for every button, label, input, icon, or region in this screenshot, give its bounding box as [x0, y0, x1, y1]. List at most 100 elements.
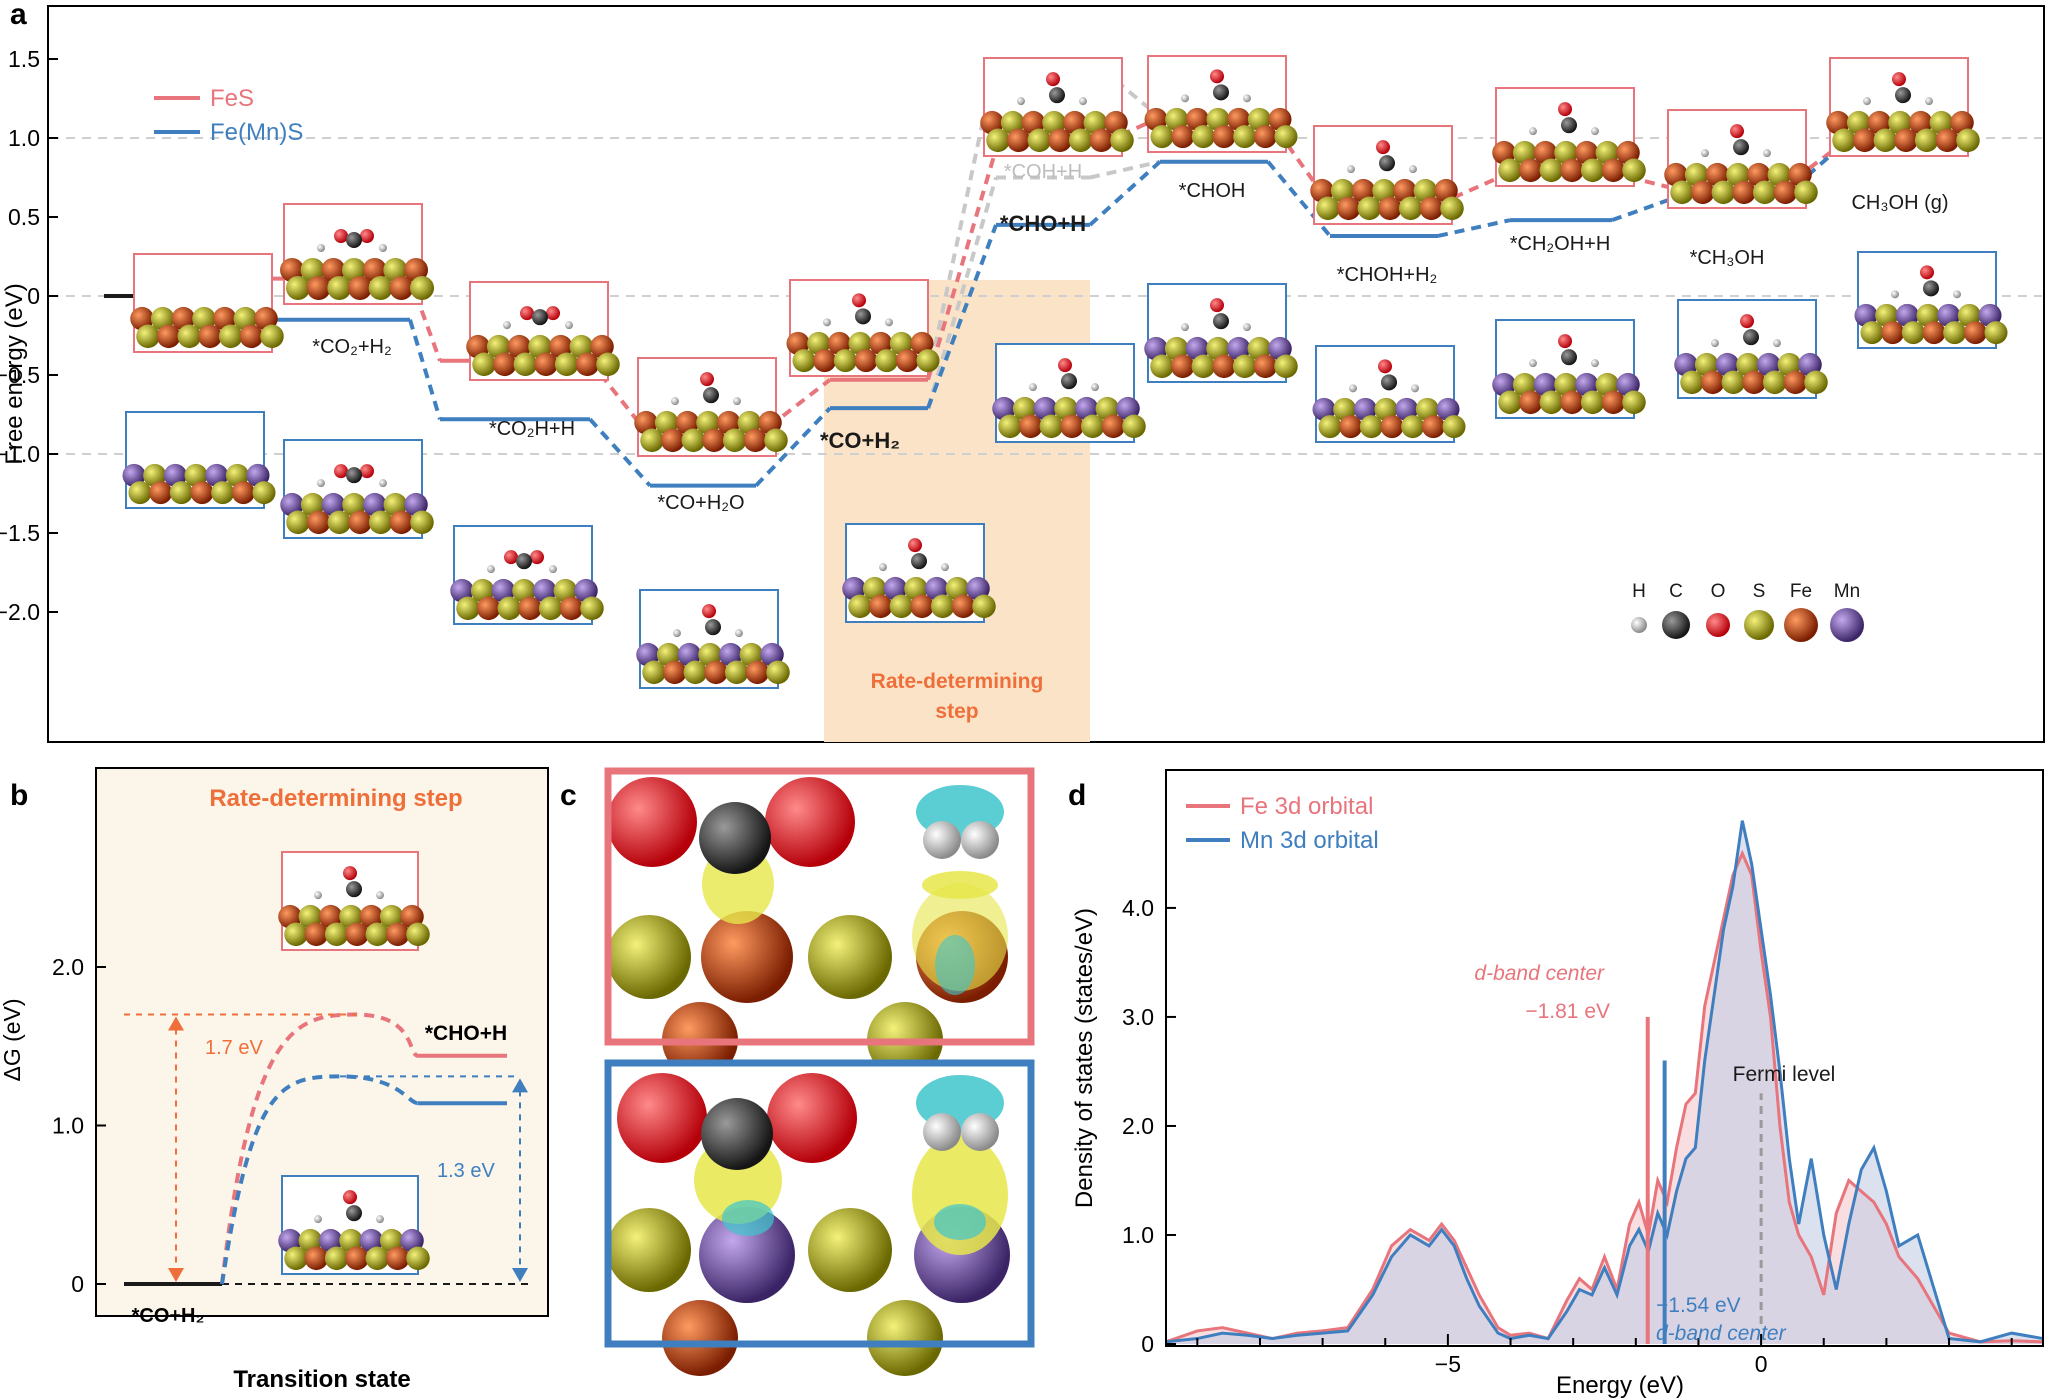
- femns-structure-inset-6-s-atom: [1247, 336, 1272, 361]
- fes-structure-inset-5-metal-atom: [1048, 128, 1072, 153]
- femns-structure-inset-4-s-atom: [904, 576, 928, 601]
- femns-structure-inset-0-s-atom: [128, 481, 152, 505]
- femns-structure-inset-9-metal-atom: [1742, 370, 1766, 395]
- femns-structure-inset-4-metal-atom: [951, 594, 976, 619]
- fes-structure-inset-9-s-atom: [1684, 162, 1709, 187]
- panel-b-xlabel: Transition state: [233, 1366, 410, 1393]
- panel-b-ytick-label: 0: [71, 1271, 84, 1297]
- fes-structure-inset-2-s-atom: [554, 352, 579, 377]
- fes-structure-inset-5-c-atom: [1049, 87, 1065, 104]
- panel-b-fes-inset-metal-atom: [318, 904, 343, 929]
- femns-structure-inset-1-s-atom: [383, 492, 408, 517]
- femns-barrier-arrowhead-down: [512, 1268, 528, 1282]
- femns-structure-inset-0-metal-atom: [246, 463, 270, 487]
- fes-structure-inset-3-metal-atom: [702, 428, 726, 453]
- legend-fes-label: FeS: [210, 85, 254, 112]
- panel-d-ytick-label: 0: [1141, 1331, 1154, 1357]
- femns-structure-inset-7-h-atom: [1411, 384, 1419, 393]
- femns-structure-inset-10-metal-atom: [1854, 303, 1878, 327]
- fes-structure-inset-6-metal-atom: [1268, 107, 1292, 131]
- femns-structure-inset-4-h-atom: [879, 563, 887, 572]
- femns-structure-inset-5-metal-atom: [1060, 414, 1084, 439]
- panel-b-ytick-label: 1.0: [52, 1113, 84, 1139]
- femns-structure-inset-5-metal-atom: [1116, 396, 1140, 421]
- femns-structure-inset-6-c-atom: [1213, 313, 1229, 330]
- femns-structure-inset-9-metal-atom: [1715, 352, 1740, 377]
- fes-barrier-curve: [220, 1012, 419, 1285]
- femns-structure-inset-0-metal-atom: [205, 463, 229, 487]
- femns-charge-depletion-2: [722, 1200, 774, 1236]
- step-label-ch2oh-h: *CH₂OH+H: [1510, 233, 1611, 255]
- fes-structure-inset-2-c-atom: [532, 309, 548, 326]
- fes-structure-inset-8-h-atom: [1591, 127, 1599, 136]
- step-label-cho-h: *CHO+H: [1000, 211, 1086, 236]
- femns-structure-inset-9-c-atom: [1743, 329, 1759, 346]
- fes-structure-inset-5-metal-atom: [980, 110, 1004, 135]
- femns-structure-inset-8-metal-atom: [1560, 390, 1584, 415]
- femns-structure-inset-8-metal-atom: [1574, 372, 1599, 397]
- femns-structure-inset-0-s-atom: [169, 481, 193, 505]
- femns-structure-inset-0-metal-atom: [122, 463, 146, 487]
- structure-insets: [122, 55, 2008, 689]
- femns-structure-inset-0-s-atom: [225, 463, 249, 487]
- femns-structure-inset-5-metal-atom: [1101, 414, 1126, 439]
- femns-structure-inset-7-metal-atom: [1436, 397, 1460, 421]
- femns-structure-inset-4-s-atom: [945, 576, 970, 601]
- fes-s-atom-1: [607, 915, 691, 999]
- fes-structure-inset-1-metal-atom: [389, 276, 414, 300]
- fes-structure-inset-7-metal-atom: [1310, 178, 1334, 203]
- fes-structure-inset-3-metal-atom: [675, 410, 700, 435]
- femns-structure-inset-3-metal-atom: [745, 660, 770, 685]
- fes-structure-inset-7-s-atom: [1357, 196, 1382, 221]
- femns-structure-inset-7-s-atom: [1401, 415, 1425, 439]
- atom-h-ball: [1631, 617, 1647, 633]
- fes-structure-inset-7-s-atom: [1440, 196, 1464, 221]
- fes-structure-inset-10-s-atom: [1846, 110, 1871, 135]
- femns-structure-inset-10-metal-atom: [1895, 303, 1919, 327]
- panel-b-fes-inset-metal-atom: [400, 904, 424, 929]
- panel-a-ytick-label: −1.5: [0, 520, 40, 546]
- panel-c-label: c: [560, 779, 577, 812]
- femns-structure-inset-2-metal-atom: [574, 578, 598, 603]
- femns-structure-inset-5-metal-atom: [1074, 396, 1099, 421]
- fes-structure-inset-7-metal-atom: [1392, 178, 1417, 203]
- panel-b-fes-inset-metal-atom: [278, 904, 302, 929]
- fes-structure-inset-8-s-atom: [1554, 140, 1578, 165]
- femns-structure-inset-3-s-atom: [698, 642, 722, 667]
- fes-structure-inset-7-h-atom: [1347, 165, 1355, 174]
- charge-density-fes: [604, 767, 1035, 1078]
- femns-structure-inset-3-o-atom: [702, 604, 716, 619]
- fes-structure-inset-7-o-atom: [1376, 140, 1390, 155]
- rds-label: Rate-determining step: [871, 670, 1044, 723]
- step-label-choh-h2: *CHOH+H₂: [1337, 264, 1438, 286]
- femns-structure-inset-5-s-atom: [1054, 396, 1078, 421]
- panel-c: c: [560, 767, 1035, 1376]
- fes-structure-inset-6: [1144, 55, 1298, 153]
- fes-o-atom-2: [765, 777, 855, 867]
- femns-structure-inset-10-metal-atom: [1881, 321, 1905, 345]
- fes-structure-inset-3-o-atom: [700, 372, 714, 387]
- femns-o-atom-2: [767, 1073, 857, 1163]
- panel-b-femns-barrier-label: 1.3 eV: [437, 1160, 495, 1182]
- femns-structure-inset-1-o-atom: [360, 464, 374, 479]
- fes-structure-inset-2-s-atom: [528, 334, 552, 359]
- femns-structure-inset-2-h-atom: [549, 565, 557, 574]
- panel-b-femns-inset-s-atom: [298, 1228, 323, 1253]
- panel-a: a −2.0−1.5−1.0−0.500.51.01.52.0 Free ene…: [0, 0, 2045, 743]
- femns-structure-inset-8-h-atom: [1591, 359, 1599, 368]
- femns-structure-inset-6: [1144, 283, 1298, 383]
- femns-structure-inset-2-s-atom: [580, 596, 604, 621]
- fes-structure-inset-3-h-atom: [733, 397, 741, 406]
- fes-structure-inset-9-h-atom: [1763, 149, 1771, 158]
- femns-structure-inset-7-h-atom: [1349, 384, 1357, 393]
- panel-d-ylabel: Density of states (states/eV): [1071, 908, 1098, 1208]
- femns-structure-inset-4-s-atom: [862, 576, 887, 601]
- fes-structure-inset-8-metal-atom: [1560, 158, 1584, 183]
- femns-structure-inset-0-metal-atom: [149, 481, 173, 505]
- fes-path-connector-3: [754, 378, 832, 439]
- panel-a-ytick-label: −2.0: [0, 599, 40, 625]
- femns-structure-inset-1-metal-atom: [280, 492, 304, 517]
- panel-b-y-axis: 0 1.0 2.0: [52, 954, 106, 1297]
- fes-structure-inset-5-metal-atom: [1021, 110, 1046, 135]
- fes-structure-inset-6-s-atom: [1233, 125, 1257, 149]
